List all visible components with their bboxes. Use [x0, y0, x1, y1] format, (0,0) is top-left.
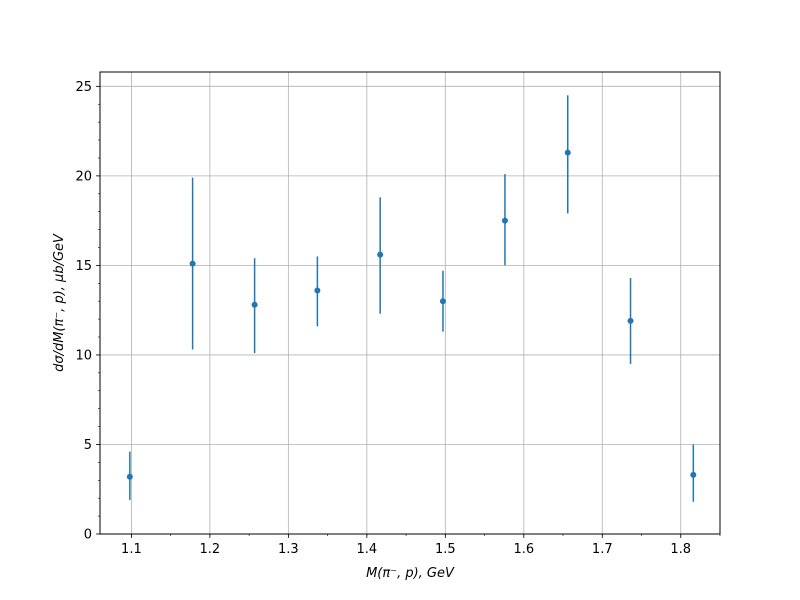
x-axis-label: M(π⁻, p), GeV: [366, 566, 455, 581]
x-tick-label: 1.7: [592, 542, 613, 557]
y-tick-label: 15: [75, 259, 92, 274]
y-tick-label: 5: [84, 438, 92, 453]
data-point: [564, 149, 571, 156]
axes: [96, 71, 721, 538]
x-tick-label: 1.8: [670, 542, 691, 557]
labels: 1.1 1.2 1.3 1.4 1.5 1.6 1.7 1.8 0 5 10 15 20 25 M(π⁻, …: [52, 80, 691, 581]
y-tick-label: 10: [75, 348, 92, 363]
x-tick-label: 1.1: [121, 542, 142, 557]
data-point: [314, 287, 321, 294]
x-tick-label: 1.6: [513, 542, 534, 557]
data-point: [377, 251, 384, 258]
data-point: [690, 471, 697, 478]
data-point: [126, 473, 133, 480]
x-tick-label: 1.2: [200, 542, 221, 557]
data-point: [501, 217, 508, 224]
y-tick-label: 20: [75, 169, 92, 184]
data-point: [189, 260, 196, 267]
x-tick-label: 1.4: [356, 542, 377, 557]
plot-frame: [99, 71, 721, 535]
data-point: [439, 298, 446, 305]
x-tick-label: 1.5: [435, 542, 456, 557]
y-tick-label: 0: [84, 528, 92, 543]
data-point: [627, 317, 634, 324]
data-series: [126, 95, 697, 502]
y-tick-label: 25: [75, 80, 92, 95]
y-axis-label: dσ/dM(π⁻, p), μb/GeV: [52, 233, 67, 372]
x-tick-label: 1.3: [278, 542, 299, 557]
data-point: [251, 301, 258, 308]
